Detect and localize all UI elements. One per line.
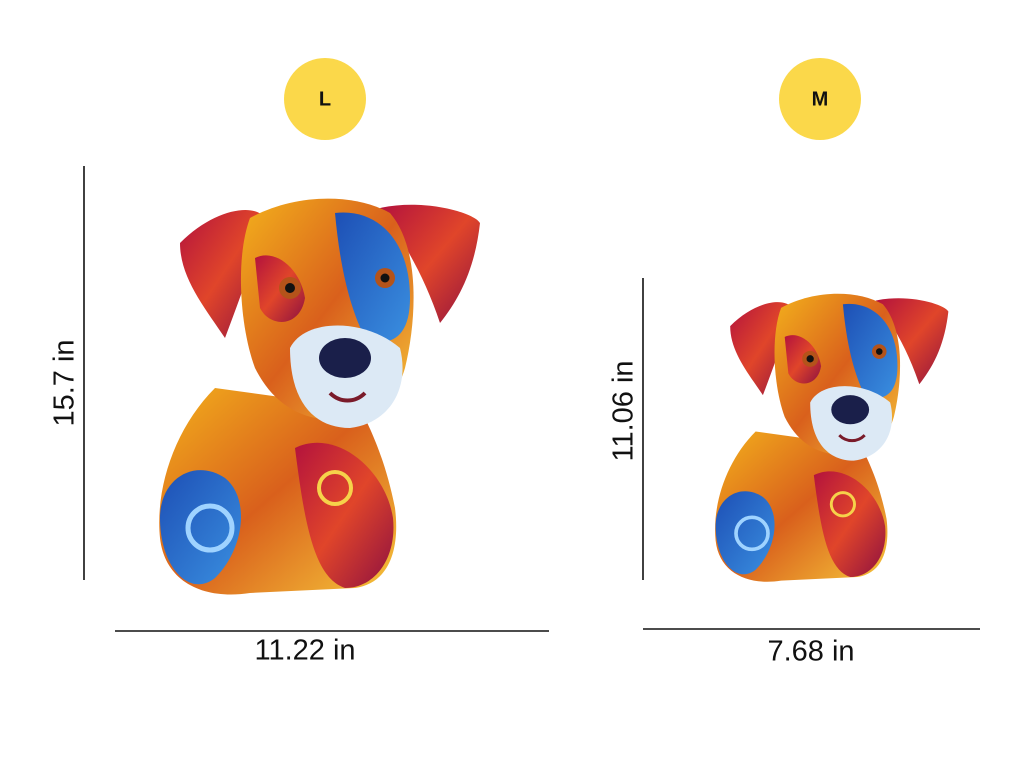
puzzle-image	[713, 291, 951, 584]
size-badge	[284, 58, 366, 140]
width-label: 11.22 in	[254, 635, 355, 667]
size-badge	[779, 58, 861, 140]
puzzle-image	[159, 199, 480, 595]
height-label: 11.06 in	[608, 360, 640, 461]
badge-label: M	[812, 88, 829, 110]
width-label: 7.68 in	[767, 636, 854, 668]
height-label: 15.7 in	[49, 339, 81, 426]
badge-label: L	[319, 88, 331, 110]
